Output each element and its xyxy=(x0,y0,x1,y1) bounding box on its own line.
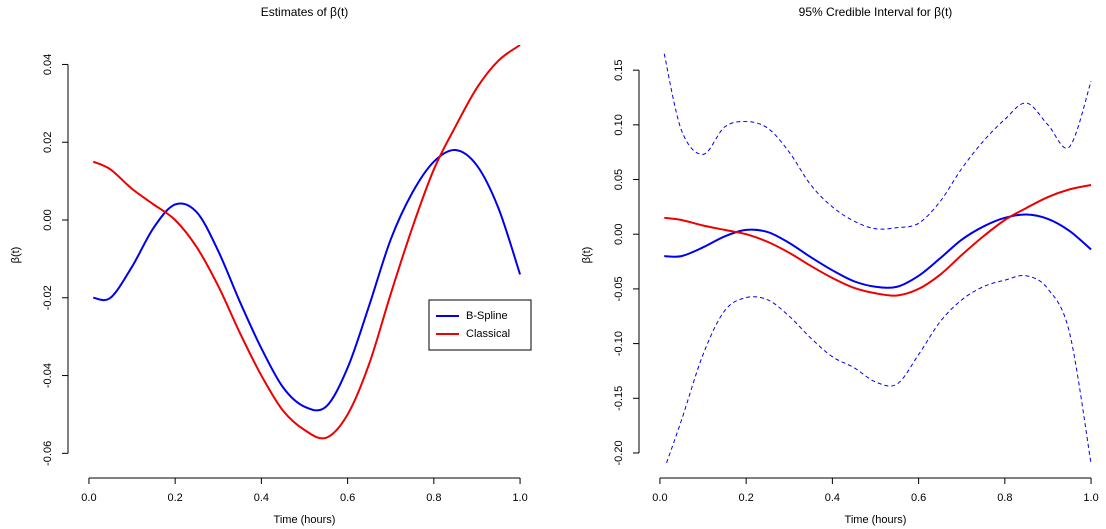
legend-label: B-Spline xyxy=(466,310,508,322)
series-line xyxy=(664,184,1092,297)
chart: Estimates of β(t) Time (hours) β(t) 0.0 0.2 0… xyxy=(10,5,532,526)
series-line xyxy=(92,45,521,440)
x-tick-label: 0.6 xyxy=(340,492,355,504)
y-tick-label: 0.10 xyxy=(613,114,625,135)
x-tick-label: 0.4 xyxy=(254,492,269,504)
y-tick-label: 0.05 xyxy=(613,169,625,190)
y-tick-label: 0.15 xyxy=(613,59,625,80)
x-axis-label: Time (hours) xyxy=(274,514,336,526)
x-tick-label: 0.0 xyxy=(81,492,96,504)
x-tick-label: 1.0 xyxy=(1083,492,1098,504)
y-tick-label: -0.04 xyxy=(42,363,54,388)
y-tick-label: -0.06 xyxy=(42,441,54,466)
y-tick-label: -0.20 xyxy=(613,440,625,465)
interval-line xyxy=(665,274,1092,465)
legend-box xyxy=(428,299,532,351)
series-line xyxy=(664,213,1092,289)
x-tick-label: 0.8 xyxy=(997,492,1012,504)
y-tick-label: 0.02 xyxy=(42,132,54,153)
y-tick-label: 0.04 xyxy=(42,54,54,75)
x-tick-label: 1.0 xyxy=(512,492,527,504)
x-tick-label: 0.4 xyxy=(825,492,840,504)
x-tick-label: 0.2 xyxy=(739,492,754,504)
x-tick-label: 0.8 xyxy=(426,492,441,504)
y-tick-label: -0.10 xyxy=(613,331,625,356)
interval-line xyxy=(663,53,1092,230)
y-tick-label: -0.15 xyxy=(613,386,625,411)
y-axis-label: β(t) xyxy=(581,247,593,264)
y-axis-label: β(t) xyxy=(10,247,22,264)
y-tick-label: -0.05 xyxy=(613,276,625,301)
x-tick-label: 0.2 xyxy=(168,492,183,504)
legend-label: Classical xyxy=(466,328,510,340)
chart-title: 95% Credible Interval for β(t) xyxy=(799,5,953,19)
x-tick-label: 0.0 xyxy=(652,492,667,504)
series-line xyxy=(93,148,522,412)
x-axis-label: Time (hours) xyxy=(845,514,907,526)
x-tick-label: 0.6 xyxy=(911,492,926,504)
chart: 95% Credible Interval for β(t) Time (hour… xyxy=(581,5,1099,526)
y-tick-label: 0.00 xyxy=(613,224,625,245)
y-tick-label: 0.00 xyxy=(42,209,54,230)
chart-title: Estimates of β(t) xyxy=(261,5,349,19)
y-tick-label: -0.02 xyxy=(42,285,54,310)
